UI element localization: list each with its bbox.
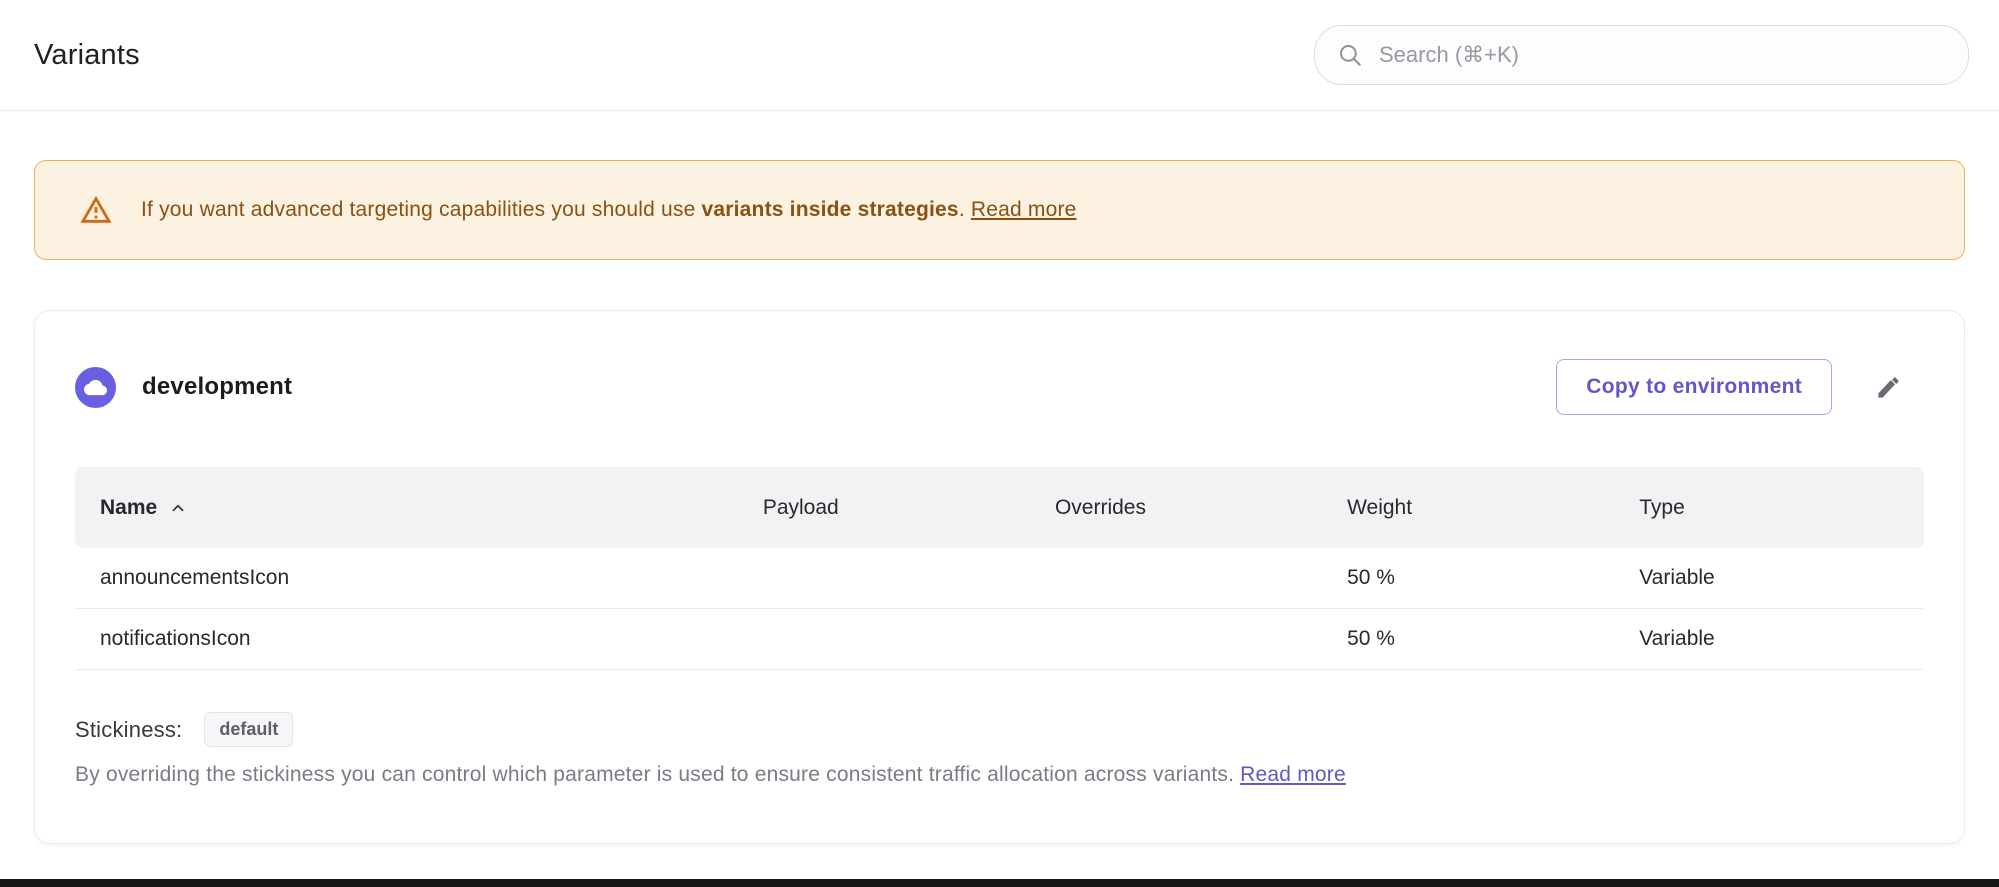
variant-weight: 50 % [1347, 627, 1395, 650]
column-header-type[interactable]: Type [1639, 495, 1685, 519]
environment-variants-card: development Copy to environment Name [34, 310, 1965, 844]
variant-type: Variable [1639, 627, 1715, 650]
variant-name: notificationsIcon [100, 627, 251, 650]
variant-weight: 50 % [1347, 566, 1395, 589]
warning-text-start: If you want advanced targeting capabilit… [141, 198, 702, 221]
search-icon [1337, 42, 1363, 68]
column-header-payload[interactable]: Payload [762, 495, 839, 519]
top-bar: Variants [0, 0, 1999, 111]
cloud-icon [75, 366, 116, 408]
sort-ascending-icon [169, 499, 187, 517]
variants-table: Name Payload Overrides Weight Type annou… [75, 467, 1924, 670]
environment-actions: Copy to environment [1556, 359, 1924, 415]
page-title: Variants [34, 38, 140, 71]
banner-read-more-link[interactable]: Read more [970, 198, 1077, 221]
warning-text-end: . [958, 198, 965, 221]
table-row: announcementsIcon 50 % Variable [75, 548, 1924, 609]
column-header-weight[interactable]: Weight [1347, 495, 1413, 519]
table-row: notificationsIcon 50 % Variable [75, 609, 1924, 670]
warning-banner: If you want advanced targeting capabilit… [34, 160, 1965, 260]
stickiness-value-badge: default [204, 712, 294, 747]
stickiness-description: By overriding the stickiness you can con… [75, 763, 1924, 787]
search-input[interactable] [1379, 42, 1946, 68]
pencil-icon [1875, 374, 1902, 401]
warning-icon [79, 193, 113, 227]
variant-name: announcementsIcon [100, 566, 290, 589]
edit-variants-button[interactable] [1866, 365, 1910, 409]
stickiness-label: Stickiness: [75, 716, 183, 742]
copy-to-environment-button[interactable]: Copy to environment [1556, 359, 1832, 415]
environment-header: development Copy to environment [75, 359, 1924, 415]
column-header-name[interactable]: Name [75, 496, 763, 520]
column-header-name-label: Name [100, 495, 158, 519]
warning-text-bold: variants inside strategies [701, 198, 959, 221]
window-bottom-edge [0, 879, 1999, 887]
environment-name: development [142, 373, 293, 400]
stickiness-row: Stickiness: default [75, 712, 1924, 747]
table-header-row: Name Payload Overrides Weight Type [75, 467, 1924, 548]
column-header-overrides[interactable]: Overrides [1054, 495, 1146, 519]
warning-message: If you want advanced targeting capabilit… [141, 198, 1077, 222]
variant-type: Variable [1639, 566, 1715, 589]
stickiness-description-text: By overriding the stickiness you can con… [75, 763, 1235, 786]
stickiness-read-more-link[interactable]: Read more [1240, 763, 1346, 786]
search-box[interactable] [1314, 25, 1969, 85]
